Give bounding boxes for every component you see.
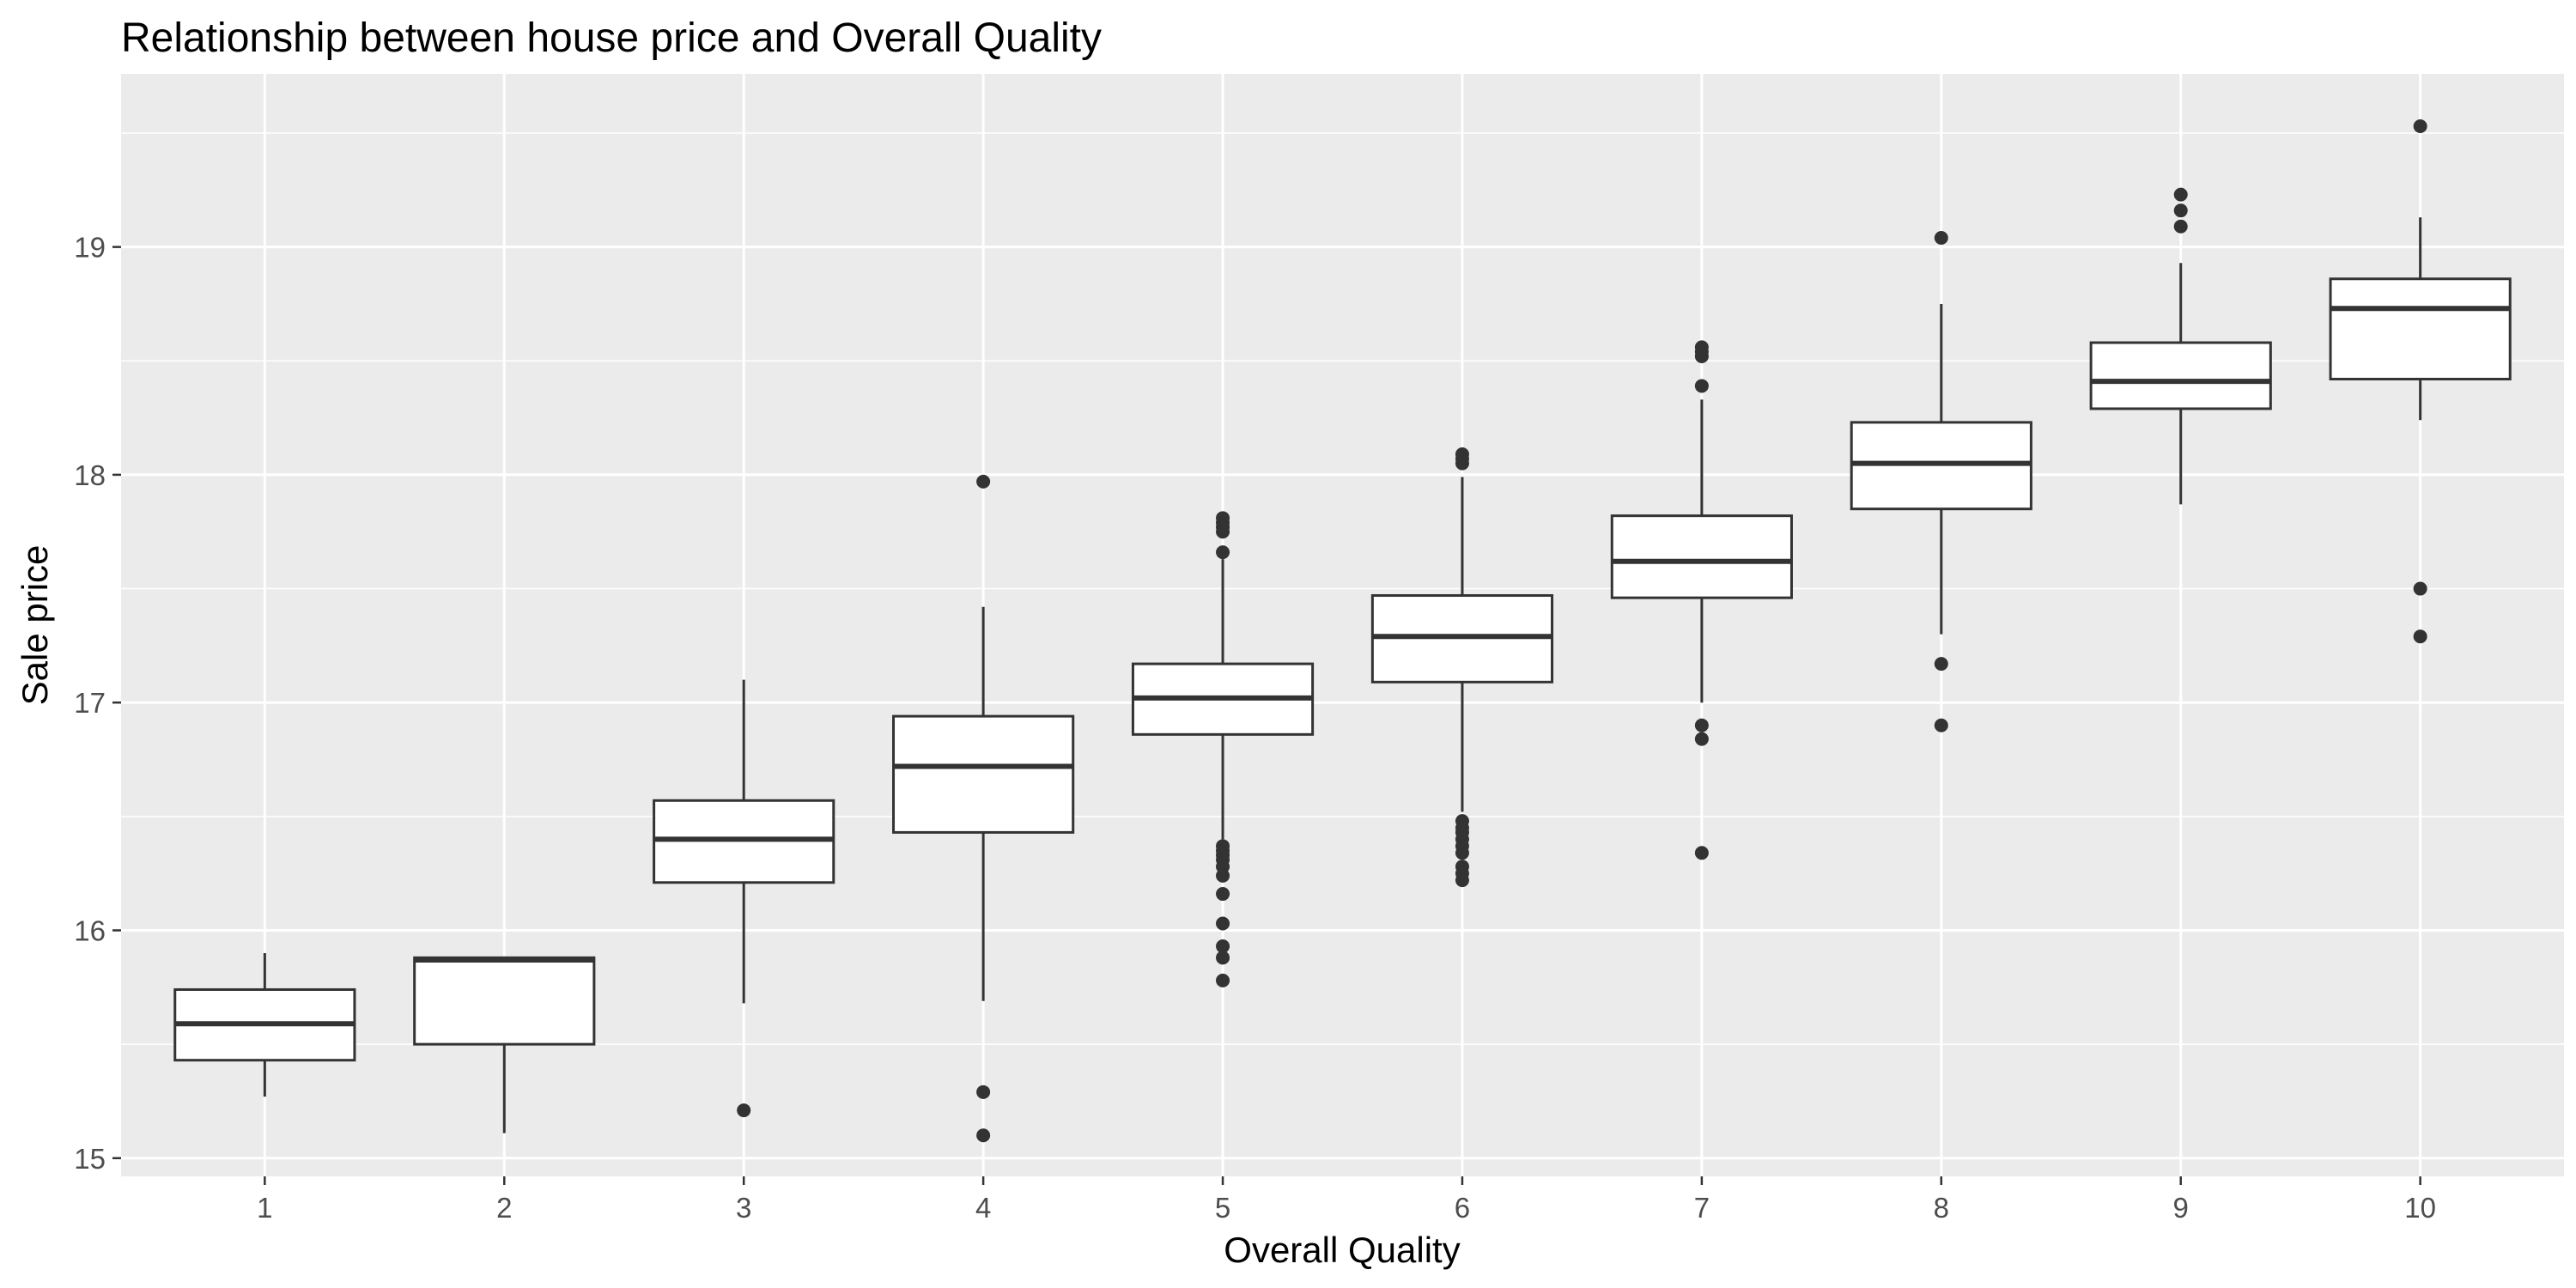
outlier-point	[737, 1103, 751, 1118]
outlier-point	[2413, 581, 2427, 596]
outlier-point	[976, 1128, 991, 1143]
x-tick-label: 3	[736, 1192, 751, 1224]
box-4	[892, 474, 1075, 1143]
outlier-point	[1455, 846, 1469, 860]
outlier-point	[1694, 732, 1709, 746]
chart-title: Relationship between house price and Ove…	[121, 15, 1102, 61]
y-tick-label: 16	[74, 914, 106, 946]
outlier-point	[1934, 657, 1948, 671]
outlier-point	[976, 1084, 991, 1099]
outlier-point	[2173, 187, 2188, 202]
x-tick-label: 1	[257, 1192, 272, 1224]
box-1	[173, 953, 356, 1097]
outlier-point	[1216, 939, 1230, 954]
box-6	[1370, 447, 1554, 888]
outlier-point	[2173, 219, 2188, 234]
boxes	[173, 119, 2512, 1143]
box-5	[1131, 511, 1315, 987]
box-7	[1610, 340, 1793, 860]
iqr-box	[2089, 341, 2272, 410]
outlier-point	[2173, 204, 2188, 218]
outlier-point	[1694, 349, 1709, 363]
x-tick-label: 4	[975, 1192, 991, 1224]
outlier-point	[976, 474, 991, 489]
x-tick-label: 5	[1215, 1192, 1230, 1224]
x-tick-label: 10	[2404, 1192, 2436, 1224]
box-3	[653, 679, 835, 1118]
outlier-point	[1455, 873, 1469, 888]
y-axis-title: Sale price	[15, 545, 55, 706]
y-tick-label: 18	[74, 459, 106, 491]
iqr-box	[2329, 277, 2512, 380]
outlier-point	[1216, 868, 1230, 883]
axes: 15 16 17 18 19 1 2 3 4 5 6 7 8 9 10	[74, 232, 2436, 1224]
outlier-point	[1934, 718, 1948, 732]
box-2	[413, 956, 596, 1133]
box-8	[1850, 231, 2032, 732]
outlier-point	[1216, 887, 1230, 902]
y-tick-label: 17	[74, 687, 106, 719]
x-tick-label: 7	[1694, 1192, 1710, 1224]
x-tick-label: 9	[2173, 1192, 2189, 1224]
iqr-box	[413, 956, 596, 1046]
iqr-box	[892, 714, 1075, 834]
outlier-point	[1216, 916, 1230, 931]
outlier-point	[1216, 545, 1230, 560]
x-axis-title: Overall Quality	[1224, 1230, 1460, 1270]
outlier-point	[1216, 951, 1230, 965]
box-10	[2329, 119, 2512, 644]
x-tick-label: 8	[1934, 1192, 1949, 1224]
outlier-point	[1694, 846, 1709, 860]
x-tick-label: 6	[1455, 1192, 1470, 1224]
box-9	[2089, 187, 2272, 505]
outlier-point	[1934, 231, 1948, 246]
outlier-point	[1216, 525, 1230, 539]
x-tick-label: 2	[496, 1192, 512, 1224]
y-tick-label: 15	[74, 1143, 106, 1175]
outlier-point	[1455, 456, 1469, 471]
outlier-point	[1694, 379, 1709, 393]
outlier-point	[1694, 718, 1709, 732]
outlier-point	[1216, 973, 1230, 987]
y-tick-label: 19	[74, 232, 106, 264]
outlier-point	[2413, 119, 2427, 134]
outlier-point	[2413, 629, 2427, 644]
iqr-box	[1610, 514, 1793, 599]
